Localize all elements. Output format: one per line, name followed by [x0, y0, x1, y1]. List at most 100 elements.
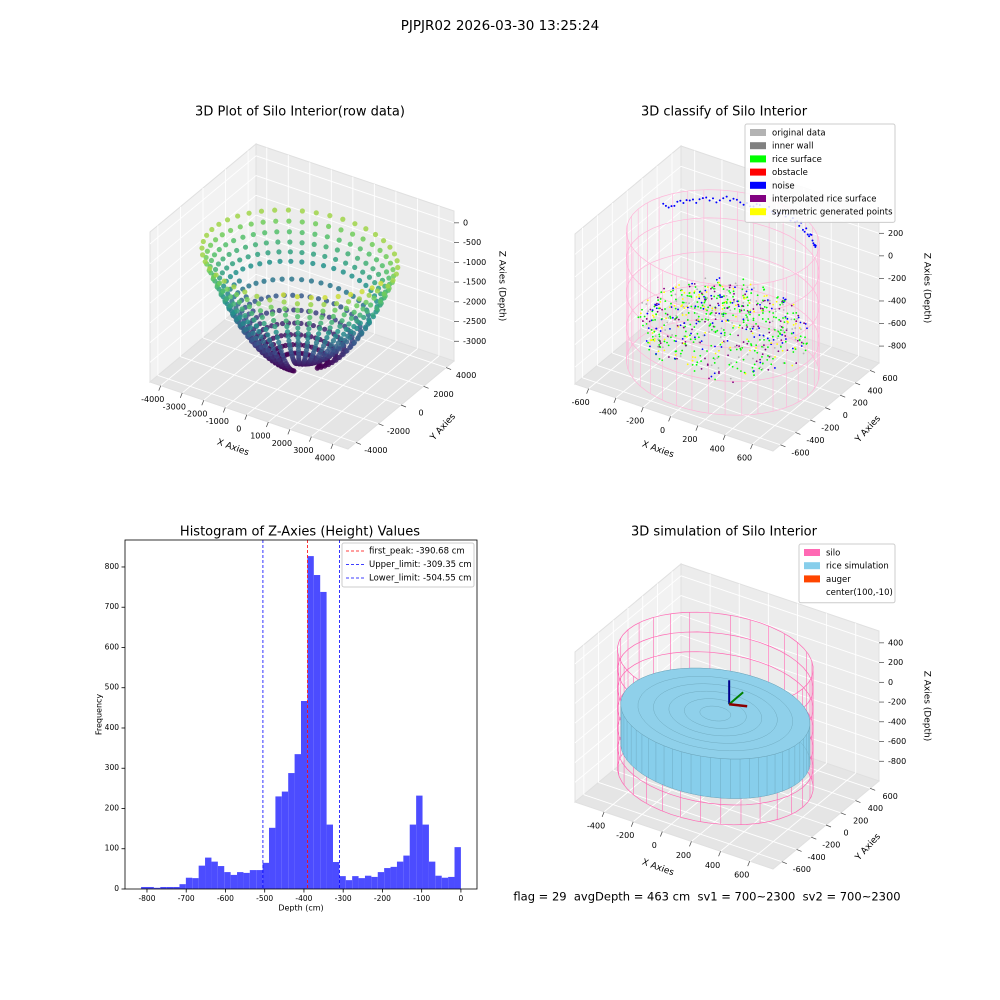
point	[327, 213, 333, 219]
point	[757, 325, 760, 328]
point	[323, 244, 329, 250]
grid-line	[627, 340, 826, 409]
point	[299, 259, 305, 265]
x-tick-label: -400	[599, 407, 617, 416]
point	[713, 295, 716, 298]
point	[761, 353, 764, 356]
point	[744, 293, 747, 296]
point	[691, 359, 694, 362]
z-tick-label: -600	[888, 737, 906, 746]
point	[689, 323, 692, 326]
grid-line	[574, 575, 682, 665]
bar	[198, 865, 206, 889]
point	[244, 296, 250, 303]
point	[768, 331, 771, 334]
point	[707, 306, 710, 309]
point	[750, 292, 753, 294]
y-tick	[825, 407, 831, 410]
point	[682, 326, 685, 329]
point	[688, 295, 691, 298]
legend-label: Upper_limit: -309.35 cm	[369, 560, 472, 570]
rice-facet	[766, 753, 776, 796]
point	[722, 288, 725, 290]
point	[251, 317, 257, 323]
point	[348, 344, 354, 350]
point	[298, 293, 305, 299]
legend-swatch	[804, 549, 820, 556]
y-axis-label: Frequency	[95, 694, 104, 736]
point	[652, 316, 655, 318]
point	[349, 273, 355, 279]
point	[213, 272, 219, 278]
point	[774, 308, 777, 311]
point	[284, 329, 291, 335]
point	[681, 349, 684, 352]
bar	[377, 872, 385, 889]
point	[765, 306, 768, 309]
point	[782, 329, 784, 332]
point	[712, 288, 715, 291]
point	[776, 343, 779, 345]
point	[767, 368, 770, 371]
point	[304, 343, 310, 350]
y-tick	[445, 367, 452, 370]
point	[650, 328, 653, 331]
point	[775, 300, 778, 303]
point	[749, 309, 752, 312]
rice-facet	[672, 748, 682, 792]
grid-line	[680, 595, 880, 664]
point	[703, 305, 706, 308]
point	[645, 323, 648, 325]
point	[758, 334, 761, 337]
point	[700, 360, 703, 363]
x-tick-label: 200	[676, 851, 691, 860]
point	[288, 258, 294, 264]
point	[780, 339, 783, 342]
legend-label: auger	[826, 575, 851, 585]
point	[352, 221, 358, 227]
point	[313, 310, 319, 316]
point	[747, 340, 750, 343]
y-tick-label: 200	[853, 816, 868, 825]
point	[706, 309, 708, 312]
point	[263, 240, 269, 246]
point	[327, 282, 333, 289]
point	[263, 310, 270, 316]
point	[770, 342, 773, 345]
point	[782, 303, 784, 306]
z-tick-label: 200	[888, 658, 903, 667]
point	[761, 345, 763, 348]
point	[227, 294, 234, 300]
legend-swatch	[804, 575, 820, 583]
point	[240, 234, 246, 240]
rice-facet	[623, 715, 628, 761]
point	[673, 204, 676, 207]
point	[799, 321, 802, 324]
point	[776, 337, 779, 340]
point	[804, 322, 807, 325]
point	[800, 341, 803, 344]
point	[706, 286, 709, 289]
point	[691, 328, 693, 331]
point	[779, 324, 782, 327]
point	[351, 309, 357, 315]
point	[759, 366, 762, 369]
point	[659, 298, 662, 300]
point	[674, 293, 677, 296]
point	[668, 356, 670, 358]
point	[204, 232, 210, 238]
point	[274, 229, 280, 235]
point	[749, 313, 751, 316]
grid-line	[574, 165, 682, 255]
bar	[409, 824, 417, 889]
point	[345, 333, 351, 339]
point	[756, 351, 759, 354]
legend-box	[798, 543, 896, 604]
point	[745, 328, 748, 331]
chart-title: 3D Plot of Silo Interior(row data)	[195, 105, 405, 120]
auger-x	[729, 703, 748, 708]
point	[778, 307, 781, 310]
rice-mesh	[653, 683, 778, 744]
point	[351, 323, 357, 330]
point	[354, 255, 361, 261]
